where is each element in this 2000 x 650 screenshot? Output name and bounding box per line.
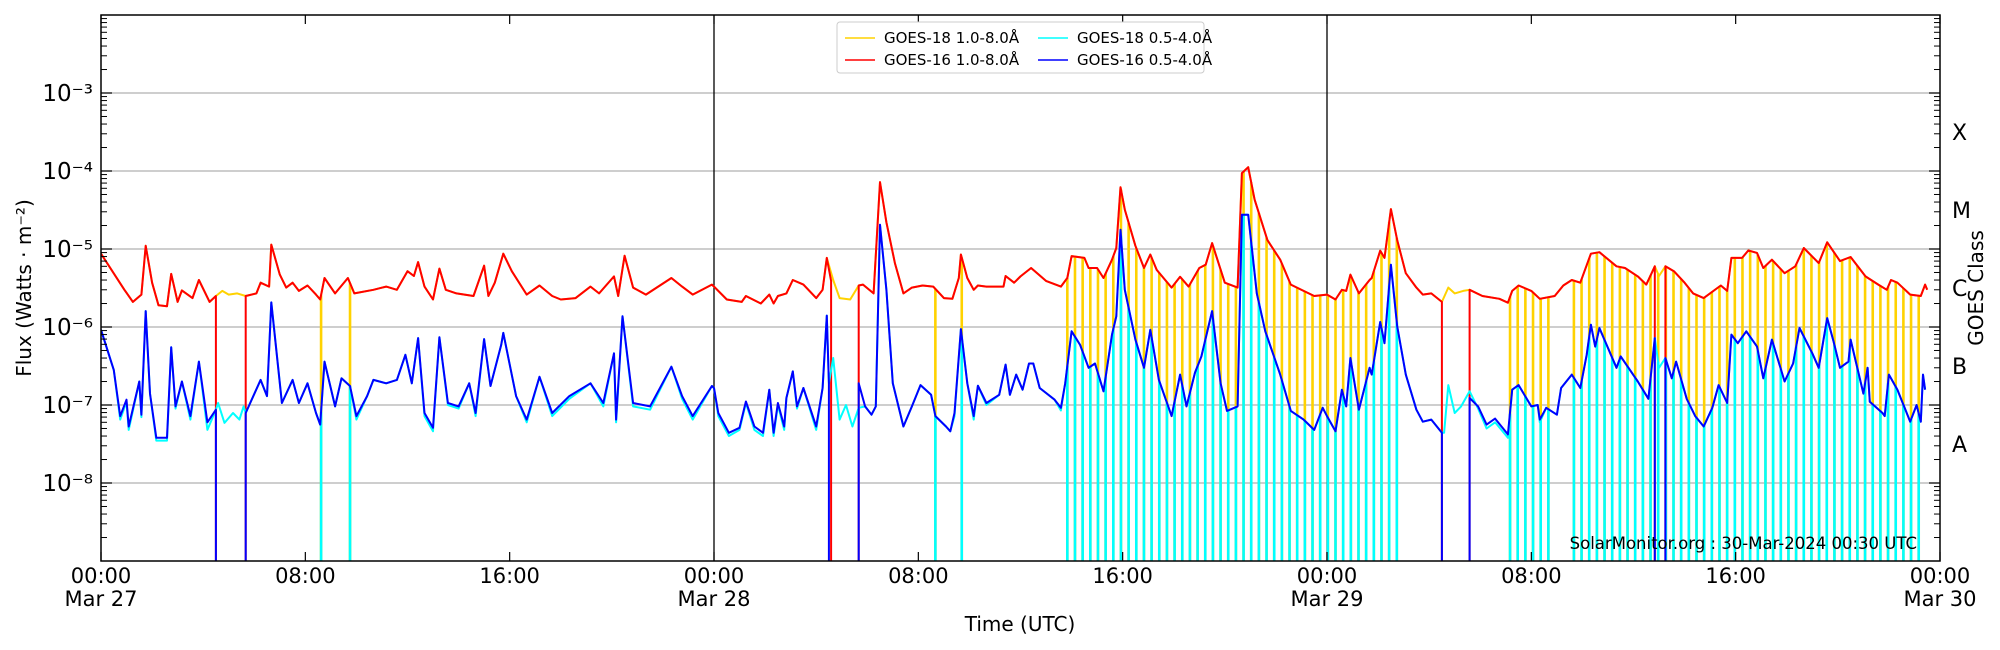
y-tick-label: 10⁻⁷ <box>42 393 93 419</box>
goes-class-label: A <box>1952 433 1967 458</box>
goes-class-label: C <box>1952 277 1967 302</box>
x-tick-date-label: Mar 29 <box>1290 587 1363 611</box>
x-tick-label: 00:00 <box>1910 564 1971 588</box>
legend: GOES-18 1.0-8.0Å GOES-16 1.0-8.0Å GOES-1… <box>836 21 1213 74</box>
x-tick-date-label: Mar 27 <box>64 587 137 611</box>
series-line <box>101 166 1929 561</box>
x-tick-label: 08:00 <box>275 564 336 588</box>
x-tick-label: 16:00 <box>1705 564 1766 588</box>
legend-label-goes16-long: GOES-16 1.0-8.0Å <box>884 50 1020 69</box>
legend-box <box>836 21 1205 74</box>
y-tick-label: 10⁻⁴ <box>42 159 93 185</box>
legend-label-goes16-short: GOES-16 0.5-4.0Å <box>1077 50 1213 69</box>
plot-frame <box>100 14 1941 562</box>
y-tick-label: 10⁻⁶ <box>42 315 93 341</box>
x-tick-label: 16:00 <box>479 564 540 588</box>
x-tick-label: 08:00 <box>1501 564 1562 588</box>
y-tick-label: 10⁻⁵ <box>42 237 93 263</box>
plot-background <box>101 15 1940 561</box>
x-tick-label: 00:00 <box>684 564 745 588</box>
x-axis-label: Time (UTC) <box>964 612 1076 636</box>
y-tick-label: 10⁻³ <box>42 81 93 107</box>
series-line <box>101 213 1927 561</box>
y-tick-label: 10⁻⁸ <box>42 471 93 497</box>
goes-class-label: X <box>1952 121 1967 146</box>
gridlines <box>101 92 1940 484</box>
series-goes-18-0-5-4-0 <box>101 213 1927 561</box>
x-tick-label: 16:00 <box>1092 564 1153 588</box>
series-goes-16-1-0-8-0 <box>101 166 1929 561</box>
goes-class-label: B <box>1952 355 1967 380</box>
series-goes-16-0-5-4-0 <box>101 213 1927 561</box>
legend-label-goes18-long: GOES-18 1.0-8.0Å <box>884 28 1020 47</box>
x-tick-label: 00:00 <box>1297 564 1358 588</box>
x-tick-date-label: Mar 30 <box>1903 587 1976 611</box>
x-tick-label: 00:00 <box>71 564 132 588</box>
x-tick-label: 08:00 <box>888 564 949 588</box>
plot-area <box>101 166 1929 561</box>
y-axis-label: Flux (Watts · m⁻²) <box>12 199 36 377</box>
y2-axis-label: GOES Class <box>1964 230 1988 346</box>
legend-label-goes18-short: GOES-18 0.5-4.0Å <box>1077 28 1213 47</box>
goes-class-label: M <box>1952 199 1971 224</box>
x-tick-date-label: Mar 28 <box>677 587 750 611</box>
chart-annotation: SolarMonitor.org : 30-Mar-2024 00:30 UTC <box>1570 534 1917 553</box>
axis-ticks <box>100 15 1941 561</box>
